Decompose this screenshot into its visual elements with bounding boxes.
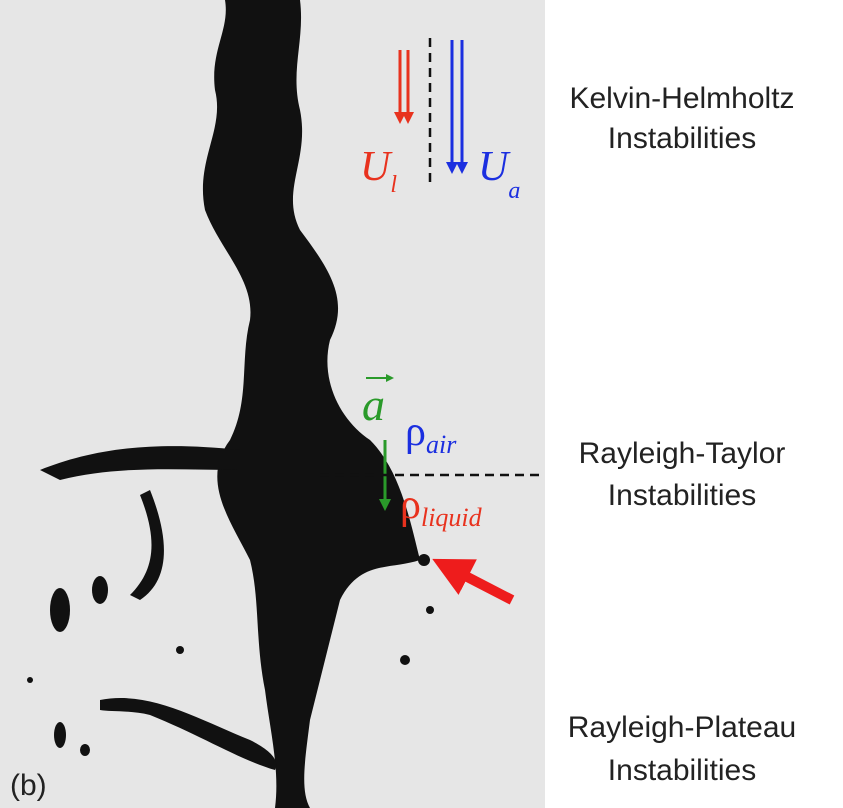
- droplet: [54, 722, 66, 748]
- symbol-subscript: liquid: [421, 503, 483, 532]
- symbol-base: ρ: [400, 482, 421, 528]
- label-line: Kelvin-Helmholtz: [569, 82, 794, 115]
- symbol-base: ρ: [405, 409, 426, 455]
- symbol-base: U: [360, 144, 393, 190]
- symbol-subscript: l: [390, 172, 397, 198]
- panel-label: (b): [10, 769, 47, 802]
- symbol-base: U: [478, 144, 511, 190]
- droplet: [80, 744, 90, 756]
- symbol-subscript: air: [426, 430, 457, 459]
- acceleration-symbol: a: [362, 379, 385, 430]
- droplet: [50, 588, 70, 632]
- instability-labels: Kelvin-Helmholtz Instabilities Rayleigh-…: [568, 82, 796, 787]
- figure: Ul Ua a ρair ρliquid (b) Kelvin-Helmholt…: [0, 0, 843, 808]
- label-line: Instabilities: [608, 754, 756, 787]
- label-line: Instabilities: [608, 122, 756, 155]
- label-line: Rayleigh-Taylor: [579, 437, 786, 470]
- label-line: Instabilities: [608, 479, 756, 512]
- label-line: Rayleigh-Plateau: [568, 711, 796, 744]
- droplet: [418, 554, 430, 566]
- droplet: [400, 655, 410, 665]
- page: Ul Ua a ρair ρliquid (b) Kelvin-Helmholt…: [0, 0, 843, 808]
- symbol-subscript: a: [508, 178, 520, 204]
- droplet: [426, 606, 434, 614]
- droplet: [176, 646, 184, 654]
- droplet: [27, 677, 33, 683]
- droplet: [92, 576, 108, 604]
